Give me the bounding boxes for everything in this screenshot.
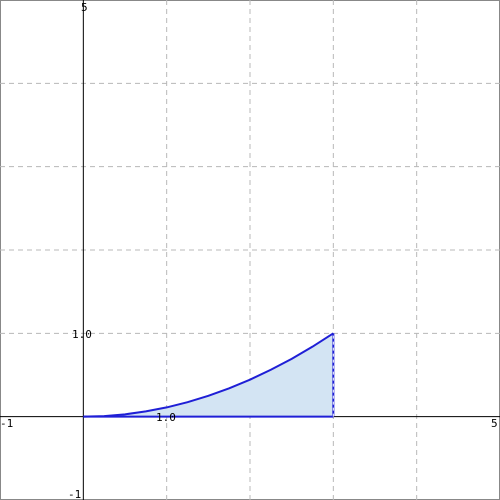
y-tick-label-1: 1.0 [72,328,92,341]
x-axis-max-label: 5 [491,417,498,430]
y-axis-max-label: 5 [81,1,88,14]
x-axis-min-label: -1 [0,417,13,430]
x-tick-label-1: 1.0 [156,411,176,424]
y-axis-min-label: -1 [68,488,81,500]
